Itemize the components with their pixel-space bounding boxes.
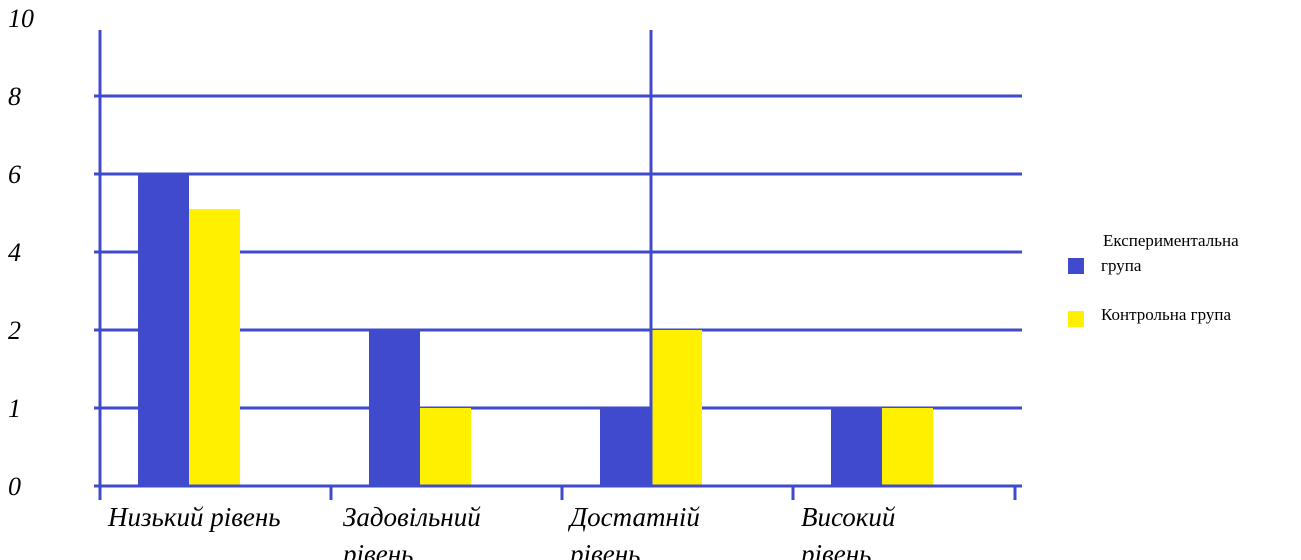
x-category-label: рівень: [799, 539, 871, 560]
bar-control-0: [189, 209, 240, 486]
bar-experimental-1: [369, 330, 420, 486]
bar-control-2: [651, 330, 702, 486]
y-tick-labels: 0 1 2 4 6 8 10: [8, 4, 34, 501]
y-tick-label: 1: [8, 394, 21, 423]
x-category-label: Задовільний: [343, 502, 481, 532]
y-tick-label: 2: [8, 316, 21, 345]
bar-experimental-2: [600, 408, 651, 486]
x-category-labels: Низький рівень Задовільний рівень Достатній…: [107, 502, 896, 560]
legend-swatch-experimental: [1068, 258, 1084, 274]
y-tick-label: 6: [8, 160, 21, 189]
legend-label: група: [1101, 256, 1142, 275]
axes: [94, 30, 1022, 500]
bar-experimental-3: [831, 408, 882, 486]
legend-swatch-control: [1068, 311, 1084, 327]
bar-control-1: [420, 408, 471, 486]
legend-label: Контрольна група: [1101, 305, 1231, 324]
x-category-label: Високий: [801, 502, 896, 532]
bars: [138, 174, 933, 486]
x-category-label: рівень: [568, 539, 640, 560]
x-category-label: Низький рівень: [107, 502, 281, 532]
y-tick-label: 10: [8, 4, 34, 33]
bar-experimental-0: [138, 174, 189, 486]
y-tick-label: 8: [8, 82, 21, 111]
x-category-label: рівень: [341, 539, 413, 560]
bar-control-3: [882, 408, 933, 486]
y-tick-label: 4: [8, 238, 21, 267]
y-tick-label: 0: [8, 472, 21, 501]
legend: Експериментальна група Контрольна група: [1068, 231, 1239, 327]
x-category-label: Достатній: [567, 502, 700, 532]
legend-label: Експериментальна: [1103, 231, 1239, 250]
